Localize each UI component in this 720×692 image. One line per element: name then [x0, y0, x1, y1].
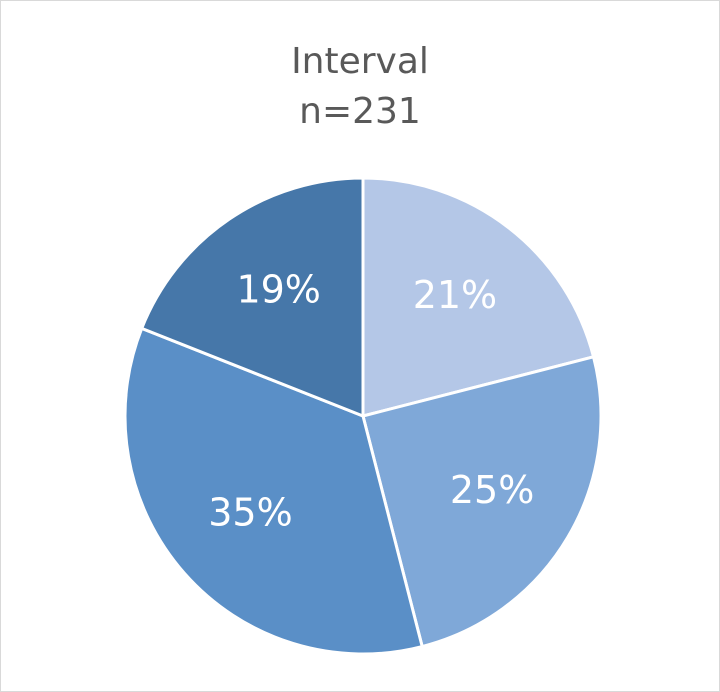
pie-slice-label-2: 25% — [450, 468, 534, 512]
pie-slice-label-3: 35% — [208, 491, 292, 535]
pie-slice-label-4: 19% — [236, 267, 320, 311]
pie-slices — [125, 178, 601, 654]
pie-slice-label-1: 21% — [413, 273, 497, 317]
